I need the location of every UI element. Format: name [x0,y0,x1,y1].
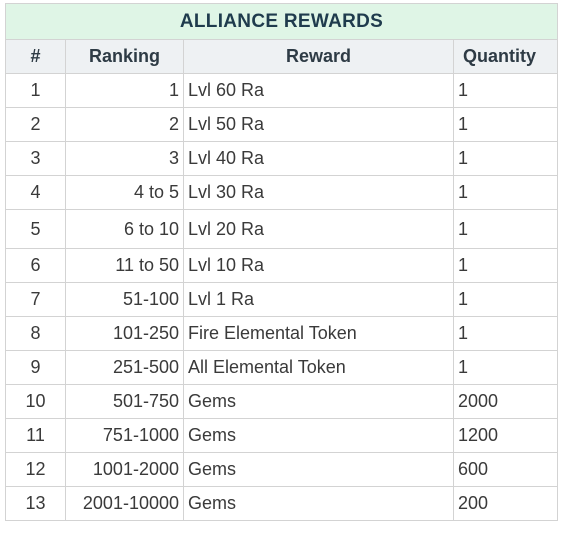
row-reward: Gems [183,486,454,521]
row-number: 10 [5,384,66,419]
row-reward: Fire Elemental Token [183,316,454,351]
table-row: 10 501-750 Gems 2000 [5,384,558,419]
row-number: 9 [5,350,66,385]
row-number: 7 [5,282,66,317]
row-ranking: 2001-10000 [65,486,184,521]
row-number: 4 [5,175,66,210]
row-ranking: 2 [65,107,184,142]
row-quantity: 1 [453,282,558,317]
table-row: 8 101-250 Fire Elemental Token 1 [5,316,558,351]
row-number: 2 [5,107,66,142]
row-ranking: 501-750 [65,384,184,419]
row-quantity: 1 [453,73,558,108]
header-quantity: Quantity [453,39,558,74]
row-ranking: 6 to 10 [65,209,184,249]
row-reward: Gems [183,452,454,487]
table-row: 4 4 to 5 Lvl 30 Ra 1 [5,175,558,210]
row-ranking: 51-100 [65,282,184,317]
header-ranking: Ranking [65,39,184,74]
row-number: 6 [5,248,66,283]
row-quantity: 1200 [453,418,558,453]
row-quantity: 1 [453,141,558,176]
row-quantity: 1 [453,350,558,385]
row-quantity: 1 [453,175,558,210]
row-quantity: 200 [453,486,558,521]
alliance-rewards-table-container: ALLIANCE REWARDS # Ranking Reward Quanti… [5,3,558,521]
table-row: 9 251-500 All Elemental Token 1 [5,350,558,385]
table-row: 11 751-1000 Gems 1200 [5,418,558,453]
header-number: # [5,39,66,74]
row-reward: Lvl 60 Ra [183,73,454,108]
table-row: 3 3 Lvl 40 Ra 1 [5,141,558,176]
row-number: 11 [5,418,66,453]
row-number: 13 [5,486,66,521]
table-header-row: # Ranking Reward Quantity [5,39,558,74]
table-row: 7 51-100 Lvl 1 Ra 1 [5,282,558,317]
row-number: 8 [5,316,66,351]
row-reward: Lvl 40 Ra [183,141,454,176]
table-row: 5 6 to 10 Lvl 20 Ra 1 [5,209,558,249]
row-quantity: 2000 [453,384,558,419]
row-quantity: 1 [453,107,558,142]
row-ranking: 11 to 50 [65,248,184,283]
row-quantity: 1 [453,209,558,249]
row-number: 1 [5,73,66,108]
row-reward: Lvl 30 Ra [183,175,454,210]
row-ranking: 3 [65,141,184,176]
row-ranking: 1001-2000 [65,452,184,487]
table-row: 13 2001-10000 Gems 200 [5,486,558,521]
row-reward: Lvl 1 Ra [183,282,454,317]
header-reward: Reward [183,39,454,74]
row-reward: Lvl 10 Ra [183,248,454,283]
row-quantity: 600 [453,452,558,487]
row-ranking: 101-250 [65,316,184,351]
table-row: 6 11 to 50 Lvl 10 Ra 1 [5,248,558,283]
table-row: 12 1001-2000 Gems 600 [5,452,558,487]
table-row: 2 2 Lvl 50 Ra 1 [5,107,558,142]
alliance-rewards-table: ALLIANCE REWARDS # Ranking Reward Quanti… [5,3,558,521]
row-reward: Gems [183,418,454,453]
row-quantity: 1 [453,316,558,351]
row-reward: Lvl 20 Ra [183,209,454,249]
table-row: 1 1 Lvl 60 Ra 1 [5,73,558,108]
row-ranking: 4 to 5 [65,175,184,210]
row-reward: Gems [183,384,454,419]
table-title: ALLIANCE REWARDS [5,3,558,40]
row-number: 3 [5,141,66,176]
row-number: 12 [5,452,66,487]
row-ranking: 751-1000 [65,418,184,453]
table-title-row: ALLIANCE REWARDS [5,3,558,40]
row-number: 5 [5,209,66,249]
row-ranking: 1 [65,73,184,108]
row-reward: Lvl 50 Ra [183,107,454,142]
row-ranking: 251-500 [65,350,184,385]
row-reward: All Elemental Token [183,350,454,385]
row-quantity: 1 [453,248,558,283]
